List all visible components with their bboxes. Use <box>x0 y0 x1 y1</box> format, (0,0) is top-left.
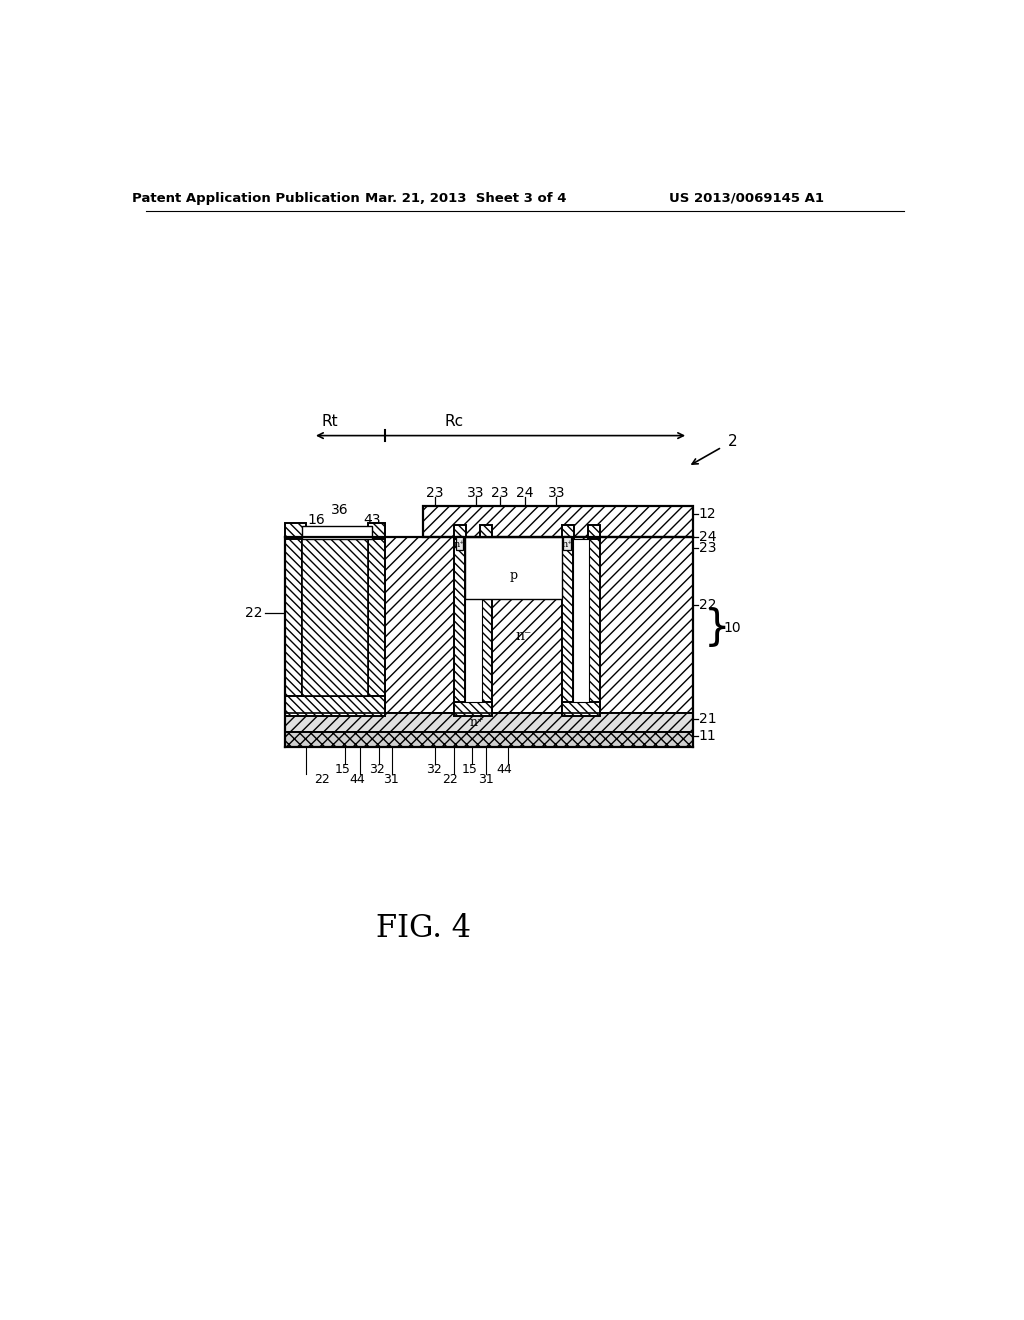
Text: 31: 31 <box>478 772 495 785</box>
Text: 23: 23 <box>698 541 717 554</box>
Bar <box>454 537 465 713</box>
Text: 43: 43 <box>364 513 381 527</box>
Text: FIG. 4: FIG. 4 <box>376 913 471 944</box>
Bar <box>465 537 562 599</box>
Text: 22: 22 <box>442 772 458 785</box>
Text: Mar. 21, 2013  Sheet 3 of 4: Mar. 21, 2013 Sheet 3 of 4 <box>365 191 566 205</box>
Bar <box>285 537 301 713</box>
Text: 21: 21 <box>698 711 717 726</box>
Bar <box>368 524 385 539</box>
Text: 31: 31 <box>383 772 398 785</box>
Text: n⁺: n⁺ <box>454 540 465 549</box>
Text: 2: 2 <box>728 434 737 449</box>
Text: 12: 12 <box>698 507 717 521</box>
Text: n⁻: n⁻ <box>515 628 531 643</box>
Text: 22: 22 <box>313 772 330 785</box>
Text: 10: 10 <box>724 622 741 635</box>
Bar <box>285 733 692 747</box>
Bar <box>465 539 481 702</box>
Bar <box>562 525 574 539</box>
Text: p: p <box>509 569 517 582</box>
Bar <box>562 537 572 713</box>
Text: Rc: Rc <box>444 414 464 429</box>
Text: Rt: Rt <box>322 414 338 429</box>
Text: 36: 36 <box>331 503 348 517</box>
Bar <box>454 525 466 539</box>
Text: 11: 11 <box>698 729 717 743</box>
Bar <box>285 537 692 713</box>
Text: n⁺: n⁺ <box>470 717 484 730</box>
Text: 33: 33 <box>467 486 484 500</box>
Bar <box>481 537 493 713</box>
Bar <box>562 702 600 715</box>
Text: 32: 32 <box>369 763 385 776</box>
Text: 15: 15 <box>462 763 477 776</box>
Text: US 2013/0069145 A1: US 2013/0069145 A1 <box>669 191 824 205</box>
Bar <box>563 536 571 550</box>
Text: 23: 23 <box>492 486 509 500</box>
Bar <box>454 702 493 715</box>
Text: 24: 24 <box>516 486 534 500</box>
Text: n⁺: n⁺ <box>561 540 572 549</box>
Bar <box>301 527 373 539</box>
Text: 24: 24 <box>698 531 717 544</box>
Text: 22: 22 <box>246 606 263 619</box>
Bar <box>572 539 590 702</box>
Text: 16: 16 <box>307 513 326 527</box>
Text: }: } <box>705 607 731 649</box>
Text: Patent Application Publication: Patent Application Publication <box>132 191 359 205</box>
Bar <box>301 539 368 696</box>
Text: 22: 22 <box>698 598 717 612</box>
Text: 32: 32 <box>426 763 441 776</box>
Bar <box>456 536 463 550</box>
Bar <box>588 525 600 539</box>
Text: 15: 15 <box>335 763 350 776</box>
Bar <box>480 525 493 539</box>
Bar <box>590 537 600 713</box>
Text: 33: 33 <box>548 486 565 500</box>
Bar <box>423 507 692 537</box>
Bar <box>368 537 385 713</box>
Bar <box>285 696 385 715</box>
Bar <box>285 713 692 733</box>
Text: 23: 23 <box>426 486 443 500</box>
Bar <box>285 524 306 539</box>
Text: 44: 44 <box>497 763 512 776</box>
Text: 44: 44 <box>350 772 366 785</box>
